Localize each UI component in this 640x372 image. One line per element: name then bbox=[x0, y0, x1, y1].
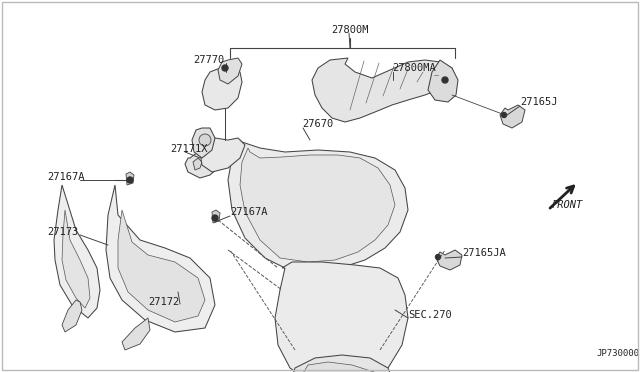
Text: 27800M: 27800M bbox=[332, 25, 369, 35]
Polygon shape bbox=[218, 58, 242, 84]
Circle shape bbox=[502, 112, 506, 118]
Polygon shape bbox=[185, 152, 218, 178]
Polygon shape bbox=[202, 68, 242, 110]
Circle shape bbox=[199, 134, 211, 146]
Polygon shape bbox=[193, 158, 202, 170]
Text: 27167A: 27167A bbox=[230, 207, 268, 217]
Circle shape bbox=[127, 177, 133, 183]
Text: FRONT: FRONT bbox=[552, 200, 583, 210]
Polygon shape bbox=[240, 148, 395, 262]
Text: 27800MA: 27800MA bbox=[392, 63, 436, 73]
Circle shape bbox=[212, 215, 218, 221]
Polygon shape bbox=[54, 185, 100, 318]
Circle shape bbox=[435, 254, 440, 260]
Polygon shape bbox=[126, 172, 134, 185]
Polygon shape bbox=[192, 128, 215, 158]
Polygon shape bbox=[500, 105, 525, 128]
Polygon shape bbox=[275, 262, 408, 372]
Polygon shape bbox=[62, 210, 90, 308]
Text: 27165J: 27165J bbox=[520, 97, 557, 107]
Polygon shape bbox=[228, 140, 408, 270]
Text: 27770: 27770 bbox=[194, 55, 225, 65]
Circle shape bbox=[442, 77, 448, 83]
Text: 27670: 27670 bbox=[302, 119, 333, 129]
Text: 27171X: 27171X bbox=[170, 144, 207, 154]
Polygon shape bbox=[298, 362, 384, 372]
Text: 27167A: 27167A bbox=[47, 172, 84, 182]
Polygon shape bbox=[290, 355, 395, 372]
Text: 27172: 27172 bbox=[148, 297, 179, 307]
Polygon shape bbox=[106, 185, 215, 332]
Polygon shape bbox=[200, 138, 245, 172]
Polygon shape bbox=[312, 58, 455, 122]
Text: 27173: 27173 bbox=[47, 227, 78, 237]
Polygon shape bbox=[118, 210, 205, 322]
Polygon shape bbox=[436, 250, 462, 270]
Polygon shape bbox=[212, 210, 220, 223]
Circle shape bbox=[222, 65, 228, 71]
Polygon shape bbox=[62, 300, 82, 332]
Text: 27165JA: 27165JA bbox=[462, 248, 506, 258]
Polygon shape bbox=[428, 60, 458, 102]
Text: SEC.270: SEC.270 bbox=[408, 310, 452, 320]
Polygon shape bbox=[122, 318, 150, 350]
Text: JP730000: JP730000 bbox=[596, 349, 639, 357]
